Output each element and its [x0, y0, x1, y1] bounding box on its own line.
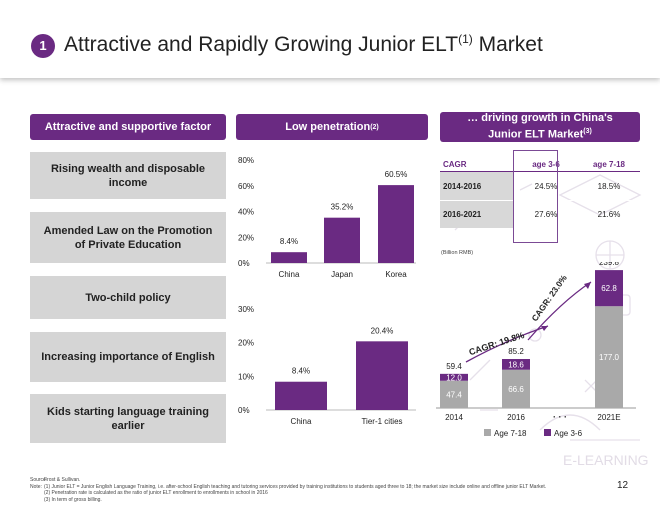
- bar: [378, 185, 414, 263]
- legend-label: Age 3-6: [554, 429, 583, 438]
- segment-label: 62.8: [601, 284, 617, 293]
- bar-value-label: 8.4%: [280, 237, 298, 246]
- bar-age-7-18: [440, 380, 468, 408]
- cagr-annotation-2: CAGR: 23.0%: [527, 273, 592, 341]
- bar-age-3-6: [502, 359, 530, 370]
- factor-private-education-law: Amended Law on the Promotion of Private …: [30, 212, 226, 263]
- y-tick-label: 80%: [238, 156, 254, 165]
- legend-swatch: [484, 429, 491, 436]
- segment-label: 12.0: [446, 373, 462, 382]
- bar-value-label: 20.4%: [371, 326, 394, 335]
- x-tick-label: · · ·: [553, 412, 567, 422]
- total-label: 239.8: [599, 262, 620, 267]
- factor-rising-wealth: Rising wealth and disposable income: [30, 152, 226, 199]
- factor-english-importance: Increasing importance of English: [30, 332, 226, 382]
- legend-label: Age 7-18: [494, 429, 527, 438]
- e-learning-doodle-text: E-LEARNING: [563, 452, 649, 468]
- section-number-badge: 1: [31, 34, 55, 58]
- slide-title: Attractive and Rapidly Growing Junior EL…: [64, 32, 543, 56]
- segment-label: 47.4: [446, 390, 462, 399]
- x-tick-label: China: [279, 270, 300, 279]
- penetration-city-chart: 0% 10% 20% 30% 8.4% China 20.4% Tier-1 cities: [238, 305, 416, 426]
- age-3-6-highlight-box: [513, 150, 558, 243]
- cagr-table-row: 2016-2021 27.6% 21.6%: [440, 200, 640, 228]
- y-tick-label: 60%: [238, 182, 254, 191]
- total-label: 59.4: [446, 362, 462, 371]
- x-tick-label: Tier-1 cities: [361, 417, 402, 426]
- bar: [271, 252, 307, 263]
- bar: [356, 341, 408, 410]
- footnotes: Source:Frost & Sullivan. Note: (1) Junior…: [30, 477, 547, 503]
- bar: [324, 217, 360, 263]
- y-tick-label: 10%: [238, 372, 254, 381]
- segment-label: 18.6: [508, 360, 524, 369]
- billion-rmb-label: (Billion RMB): [441, 250, 474, 256]
- bar-age-3-6: [595, 270, 623, 307]
- y-tick-label: 20%: [238, 339, 254, 348]
- segment-label: 177.0: [599, 353, 620, 362]
- cagr-2-label: CAGR: 23.0%: [529, 273, 569, 324]
- bar-value-label: 60.5%: [385, 170, 408, 179]
- bar-value-label: 8.4%: [292, 367, 310, 376]
- penetration-country-chart: 0% 20% 40% 60% 80% 8.4% China 35.2% Japan 60.5% K…: [238, 156, 416, 279]
- y-tick-label: 0%: [238, 406, 250, 415]
- x-tick-label: China: [291, 417, 312, 426]
- x-tick-label: 2021E: [597, 413, 620, 422]
- cagr-table: CAGR age 3-6 age 7-18 2014-2016 24.5% 18…: [440, 158, 640, 228]
- factor-two-child-policy: Two-child policy: [30, 276, 226, 319]
- x-tick-label: Japan: [331, 270, 353, 279]
- cagr-table-row: 2014-2016 24.5% 18.5%: [440, 172, 640, 200]
- bar-age-7-18: [595, 306, 623, 408]
- y-tick-label: 20%: [238, 233, 254, 242]
- penetration-header-pill: Low penetration (2): [236, 114, 428, 140]
- y-tick-label: 40%: [238, 208, 254, 217]
- bar: [275, 381, 327, 410]
- factors-header-pill: Attractive and supportive factor: [30, 114, 226, 140]
- factor-earlier-training: Kids starting language training earlier: [30, 394, 226, 443]
- segment-label: 66.6: [508, 385, 524, 394]
- growth-header-pill: … driving growth in China's Junior ELT M…: [440, 112, 640, 142]
- market-size-chart: 47.4 12.0 59.4 2014 66.6 18.6 85.2 2016 · · · 177…: [436, 262, 636, 438]
- total-label: 85.2: [508, 347, 524, 356]
- x-tick-label: 2014: [445, 413, 463, 422]
- graduation-cap-doodle-icon: [558, 174, 642, 216]
- y-tick-label: 0%: [238, 259, 250, 268]
- bar-age-3-6: [440, 373, 468, 381]
- x-tick-label: 2016: [507, 413, 525, 422]
- legend-swatch: [544, 429, 551, 436]
- curve-doodle-icon: [539, 414, 601, 431]
- x-tick-label: Korea: [385, 270, 407, 279]
- y-tick-label: 30%: [238, 305, 254, 314]
- cagr-table-header: CAGR age 3-6 age 7-18: [440, 158, 640, 172]
- bar-value-label: 35.2%: [331, 203, 354, 212]
- page-number: 12: [617, 480, 629, 491]
- bar-age-7-18: [502, 369, 530, 408]
- slide-header: 1 Attractive and Rapidly Growing Junior …: [0, 0, 660, 78]
